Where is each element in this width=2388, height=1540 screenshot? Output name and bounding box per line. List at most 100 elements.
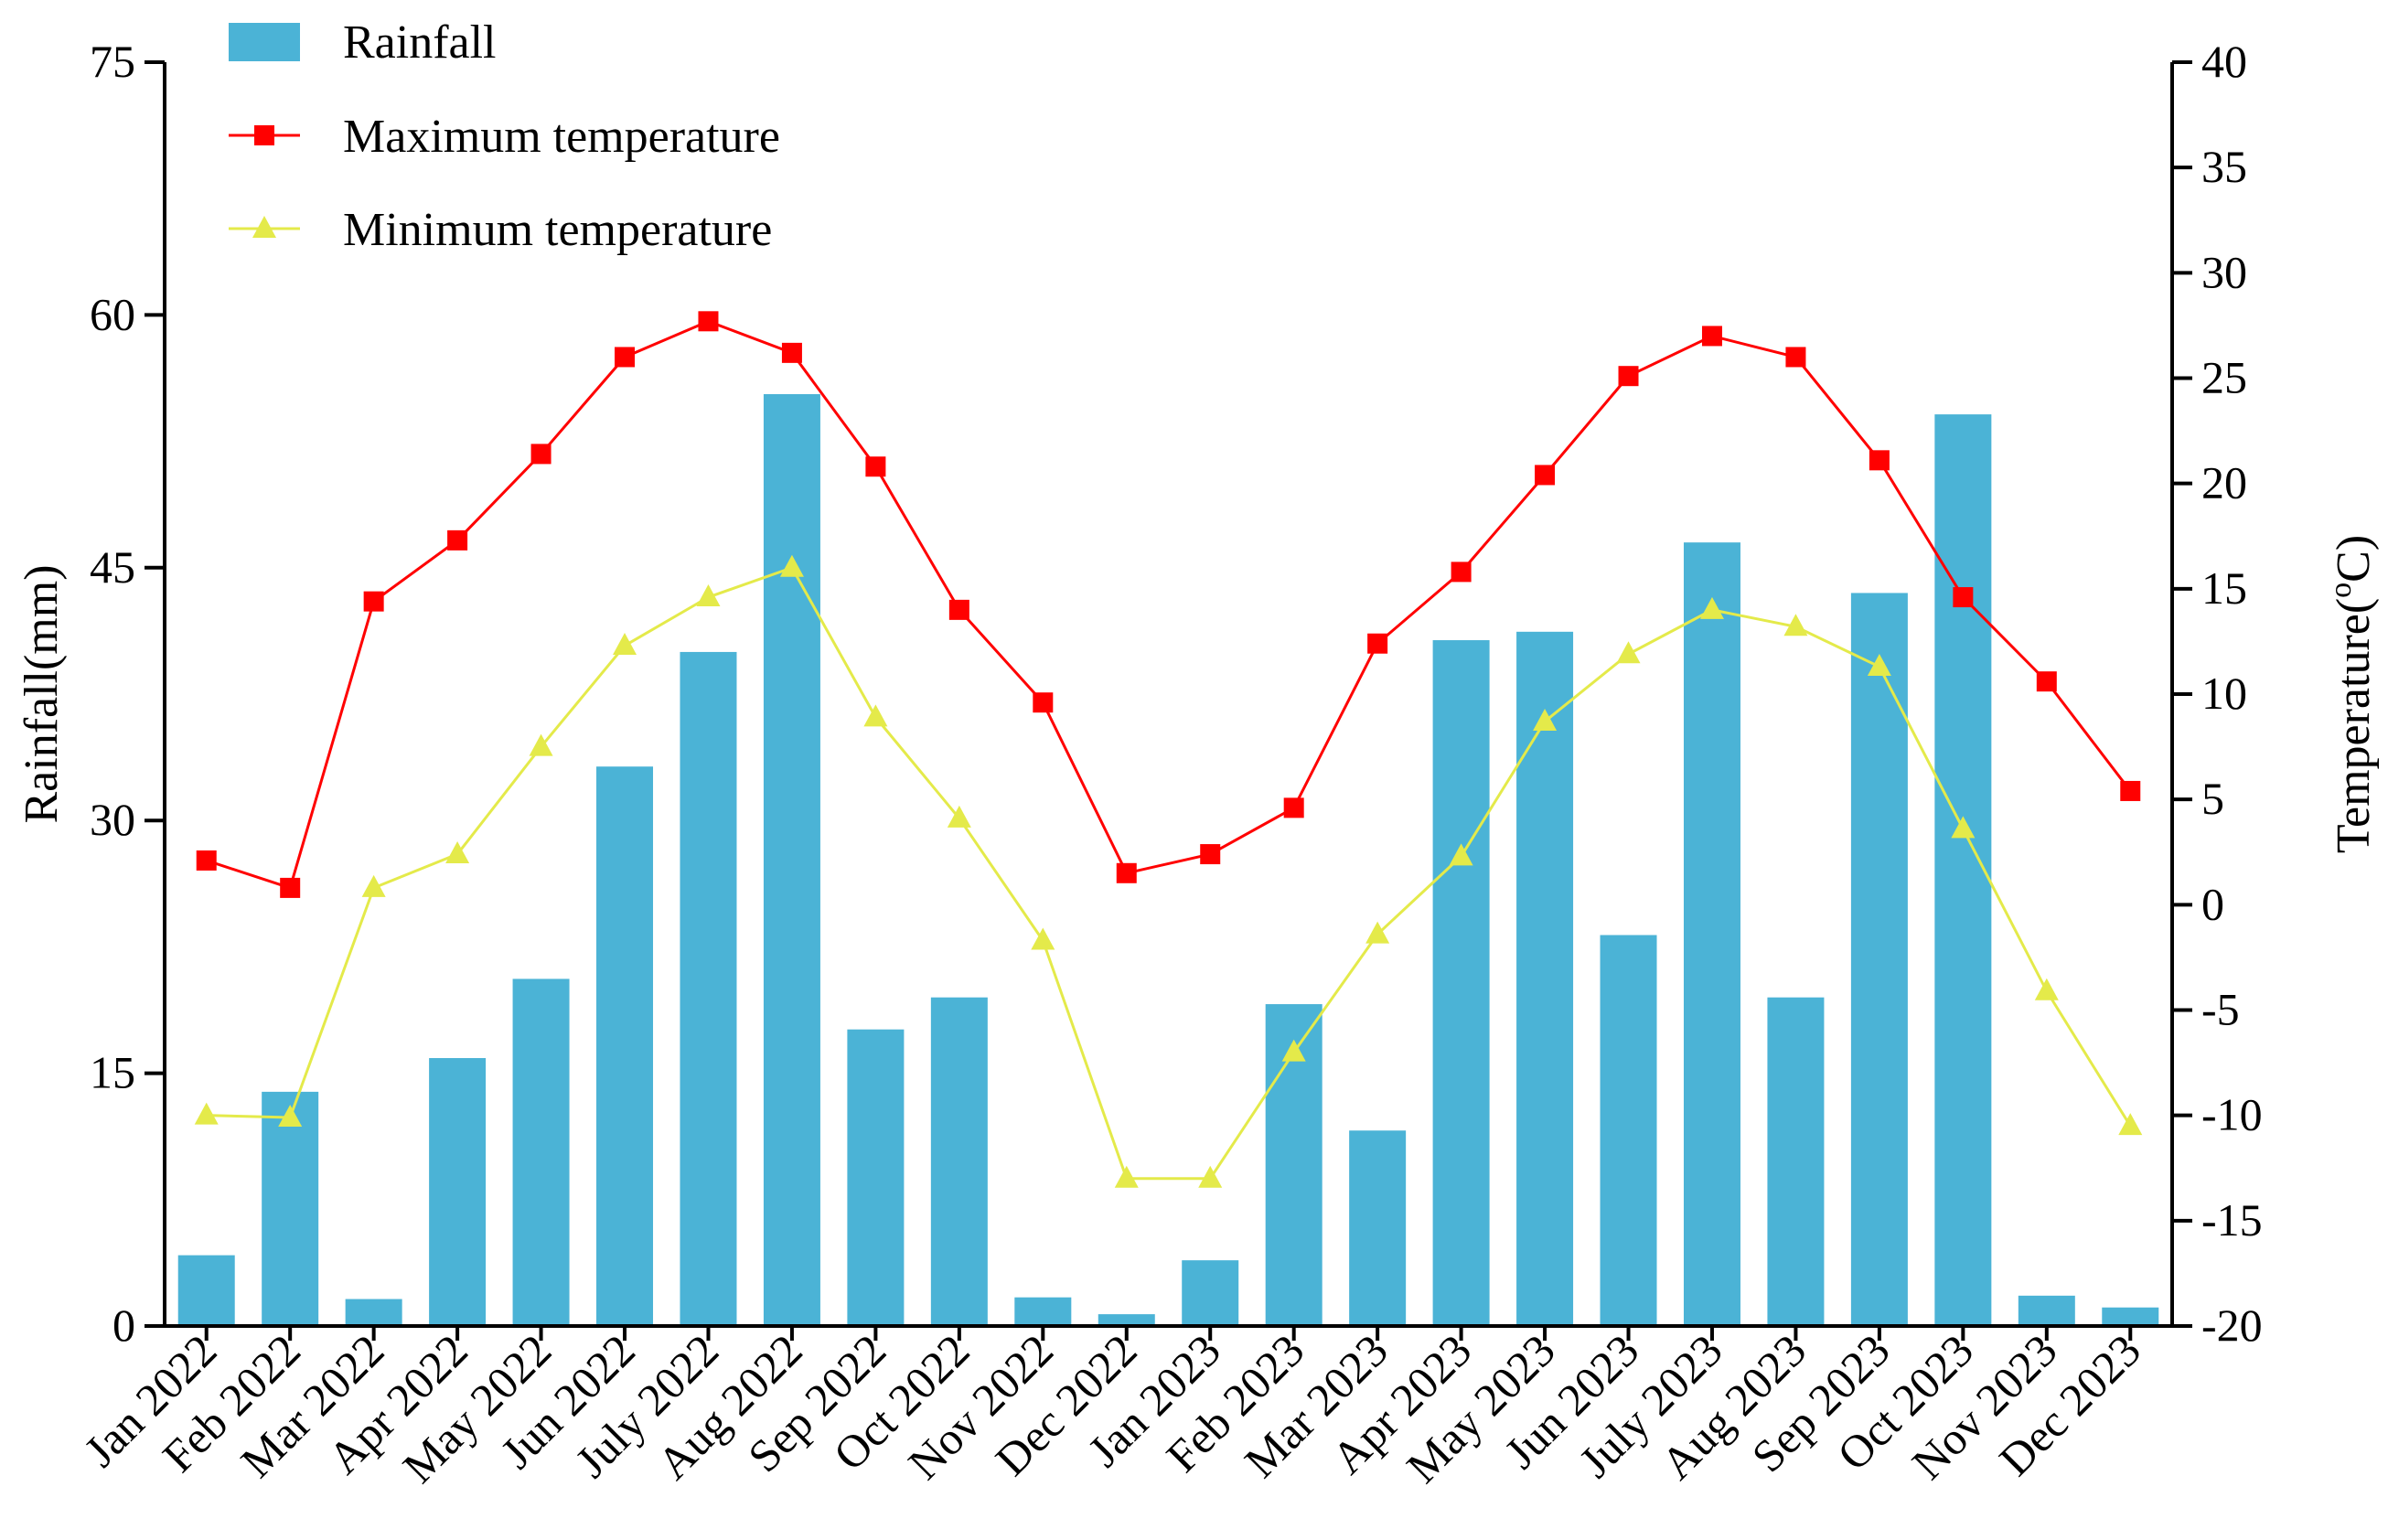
right-tick-label: 20 [2201,457,2247,508]
max-temp-point-aug-2023 [1785,347,1806,368]
right-tick-label: -15 [2201,1194,2263,1246]
legend-label-rainfall: Rainfall [343,16,497,69]
max-temp-point-apr-2023 [1451,561,1472,583]
max-temp-point-july-2023 [1701,326,1722,347]
rainfall-bar-aug-2023 [1767,997,1825,1326]
right-tick-label: 5 [2201,773,2224,824]
legend-label-maximum-temperature: Maximum temperature [343,111,780,163]
left-tick-label: 30 [90,794,135,845]
rainfall-bar-dec-2023 [2102,1307,2159,1326]
min-temp-line [206,565,2132,1181]
rainfall-bar-nov-2022 [1014,1297,1072,1326]
rainfall-bar-sep-2022 [847,1029,905,1326]
rainfall-bar-feb-2022 [262,1091,319,1326]
rainfall-bar-jun-2023 [1600,935,1657,1326]
max-temp-point-dec-2023 [2120,780,2141,801]
min-temp-point-july-2023 [1699,596,1724,619]
max-temp-point-aug-2022 [781,342,802,363]
max-temp-point-july-2022 [698,311,719,332]
max-temp-point-dec-2022 [1116,862,1137,883]
right-tick-label: -10 [2201,1089,2263,1140]
min-temp-point-mar-2022 [361,874,386,897]
legend-min-temp-marker [252,216,276,238]
right-tick-label: 30 [2201,246,2247,297]
rainfall-bar-may-2022 [512,979,570,1326]
right-tick-label: 10 [2201,668,2247,719]
left-tick-label: 0 [112,1299,135,1351]
left-tick-label: 15 [90,1047,135,1098]
min-temp-point-jan-2023 [1198,1165,1223,1188]
rainfall-bar-dec-2022 [1098,1314,1155,1326]
right-tick-label: 0 [2201,878,2224,929]
max-temp-point-apr-2022 [447,529,468,551]
rainfall-bar-july-2022 [680,651,737,1326]
min-temp-point-sep-2022 [863,704,888,727]
min-temp-point-nov-2023 [2034,978,2059,1000]
max-temp-point-nov-2023 [2036,671,2057,692]
rainfall-bar-may-2023 [1516,631,1574,1326]
rainfall-bars [177,394,2159,1327]
min-temp-point-oct-2022 [947,805,971,828]
legend: Rainfall Maximum temperature Minimum tempe… [229,16,780,256]
max-temp-point-sep-2022 [865,456,886,477]
right-tick-label: 35 [2201,141,2247,192]
right-tick-label: -20 [2201,1299,2263,1351]
legend-label-minimum-temperature: Minimum temperature [343,204,772,256]
rainfall-bar-sep-2023 [1850,593,1908,1326]
rainfall-bar-apr-2022 [429,1058,487,1326]
max-temp-point-jan-2023 [1200,844,1221,865]
rainfall-bar-apr-2023 [1432,640,1490,1326]
min-temp-point-feb-2023 [1281,1039,1306,1062]
max-temp-point-oct-2022 [948,599,969,620]
right-tick-label: 25 [2201,352,2247,403]
max-temp-point-oct-2023 [1953,587,1974,608]
rainfall-bar-mar-2022 [345,1299,402,1326]
left-tick-label: 45 [90,541,135,593]
max-temp-point-nov-2022 [1033,692,1054,713]
min-temp-point-feb-2022 [278,1104,303,1127]
left-tick-label: 75 [90,36,135,87]
min-temp-point-july-2022 [696,584,721,607]
rainfall-bar-mar-2023 [1349,1130,1407,1326]
max-temp-point-may-2023 [1535,465,1556,486]
max-temp-point-feb-2023 [1283,797,1304,818]
min-temp-point-jun-2022 [613,633,637,656]
min-temp-point-dec-2023 [2118,1113,2143,1136]
max-temp-point-sep-2023 [1869,450,1890,471]
rainfall-bar-july-2023 [1683,542,1740,1326]
min-temp-point-may-2022 [529,733,553,756]
min-temp-point-jan-2022 [194,1102,219,1125]
rainfall-bar-jan-2022 [177,1255,235,1326]
min-temp-point-oct-2023 [1951,816,1976,839]
max-temp-point-jun-2023 [1618,366,1639,387]
min-temp-point-apr-2023 [1449,843,1473,866]
rainfall-bar-aug-2022 [763,394,820,1326]
min-temp-point-aug-2022 [779,554,804,577]
min-temp-point-nov-2022 [1031,927,1055,950]
right-tick-label: 40 [2201,36,2247,87]
max-temp-line [206,319,2132,890]
min-temp-point-mar-2023 [1365,921,1390,944]
right-axis-title: Temperature(oC) [2324,535,2380,853]
max-temp-point-jun-2022 [615,347,636,368]
left-axis-title: Rainfall(mm) [16,564,68,823]
left-tick-label: 60 [90,288,135,339]
rainfall-bar-nov-2023 [2018,1295,2075,1326]
rainfall-bar-jan-2023 [1182,1260,1239,1326]
min-temp-point-may-2023 [1533,708,1558,731]
max-temp-point-mar-2022 [363,591,384,612]
max-temp-point-may-2022 [530,444,551,465]
legend-rainfall-swatch [229,23,300,61]
rainfall-bar-jun-2022 [596,766,654,1326]
legend-max-temp-marker [254,125,274,145]
max-temp-point-mar-2023 [1367,633,1388,654]
right-tick-label: 15 [2201,562,2247,614]
min-temp-point-aug-2023 [1783,614,1808,636]
temperature-lines [194,311,2143,1188]
right-tick-label: -5 [2201,984,2240,1035]
rainfall-bar-oct-2022 [930,997,988,1326]
max-temp-point-feb-2022 [280,877,301,898]
max-temp-point-jan-2022 [196,850,217,871]
